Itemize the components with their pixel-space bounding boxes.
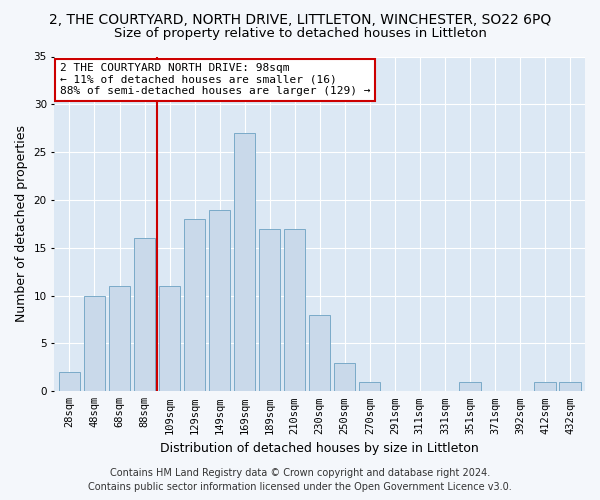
Text: Contains HM Land Registry data © Crown copyright and database right 2024.
Contai: Contains HM Land Registry data © Crown c… <box>88 468 512 492</box>
Text: 2 THE COURTYARD NORTH DRIVE: 98sqm
← 11% of detached houses are smaller (16)
88%: 2 THE COURTYARD NORTH DRIVE: 98sqm ← 11%… <box>60 63 370 96</box>
Bar <box>334 362 355 392</box>
Bar <box>259 228 280 392</box>
Text: 2, THE COURTYARD, NORTH DRIVE, LITTLETON, WINCHESTER, SO22 6PQ: 2, THE COURTYARD, NORTH DRIVE, LITTLETON… <box>49 12 551 26</box>
Bar <box>209 210 230 392</box>
Bar <box>234 133 255 392</box>
Bar <box>184 219 205 392</box>
Bar <box>535 382 556 392</box>
X-axis label: Distribution of detached houses by size in Littleton: Distribution of detached houses by size … <box>160 442 479 455</box>
Bar <box>284 228 305 392</box>
Bar <box>84 296 105 392</box>
Y-axis label: Number of detached properties: Number of detached properties <box>15 126 28 322</box>
Bar <box>159 286 180 392</box>
Bar <box>309 315 331 392</box>
Bar <box>109 286 130 392</box>
Bar <box>59 372 80 392</box>
Bar <box>459 382 481 392</box>
Bar <box>559 382 581 392</box>
Bar <box>134 238 155 392</box>
Bar <box>359 382 380 392</box>
Text: Size of property relative to detached houses in Littleton: Size of property relative to detached ho… <box>113 28 487 40</box>
